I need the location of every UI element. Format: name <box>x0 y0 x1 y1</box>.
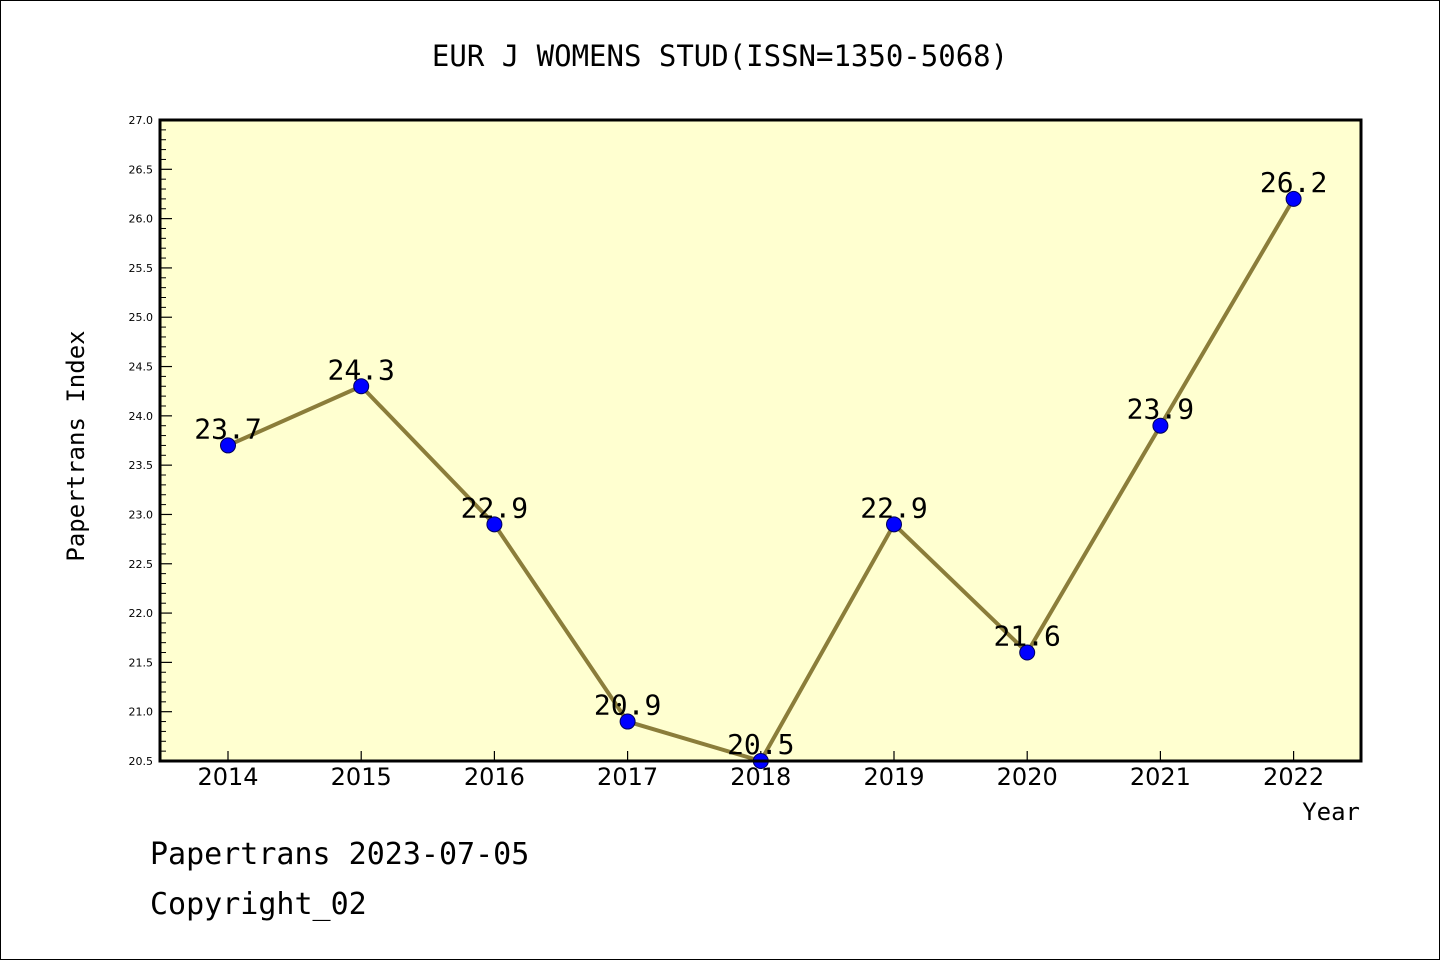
y-tick-label: 25.5 <box>129 262 154 275</box>
y-tick-label: 24.0 <box>129 410 154 423</box>
x-tick-label: 2019 <box>863 763 924 791</box>
y-tick-label: 22.5 <box>129 558 154 571</box>
y-tick-label: 21.0 <box>129 706 154 719</box>
data-label: 22.9 <box>860 491 927 524</box>
data-point <box>1285 190 1302 207</box>
data-label: 23.7 <box>194 412 261 445</box>
x-tick-label: 2017 <box>597 763 658 791</box>
data-point <box>220 437 236 454</box>
data-label: 22.9 <box>461 491 528 524</box>
x-tick-label: 2016 <box>464 763 525 791</box>
data-label: 20.9 <box>594 689 661 722</box>
data-labels: 23.7 24.3 22.9 20.9 20.5 22.9 21.6 23.9 26.2 <box>194 166 1327 761</box>
data-point <box>1019 644 1036 661</box>
y-tick-label: 23.5 <box>129 459 154 472</box>
y-tick-label: 27.0 <box>129 114 154 127</box>
y-axis-ticks: 20.5 21.0 21.5 22.0 22.5 23.0 23.5 24.0 24.5 25.0… <box>129 114 172 768</box>
y-tick-label: 23.0 <box>129 508 154 521</box>
x-tick-label: 2021 <box>1130 763 1191 791</box>
data-point <box>486 516 503 533</box>
footer-copyright: Copyright_02 <box>150 887 367 922</box>
chart-title: EUR J WOMENS STUD(ISSN=1350-5068) <box>432 39 1008 73</box>
data-point <box>886 516 902 533</box>
y-tick-label: 20.5 <box>129 755 154 768</box>
x-tick-label: 2015 <box>331 763 392 791</box>
x-axis-label: Year <box>1302 798 1360 826</box>
x-tick-label: 2014 <box>197 763 258 791</box>
x-tick-label: 2020 <box>997 763 1058 791</box>
y-axis-label: Papertrans Index <box>62 330 90 561</box>
y-tick-label: 24.5 <box>129 361 154 374</box>
plot-area <box>160 120 1361 761</box>
plot-frame <box>158 118 1363 763</box>
x-tick-label: 2022 <box>1263 763 1324 791</box>
data-label: 23.9 <box>1127 393 1194 426</box>
data-label: 20.5 <box>727 728 794 761</box>
y-tick-label: 26.5 <box>129 163 154 176</box>
data-label: 26.2 <box>1260 166 1327 199</box>
data-label: 21.6 <box>993 620 1060 653</box>
y-tick-label: 21.5 <box>129 656 154 669</box>
data-points <box>220 190 1302 769</box>
y-tick-label: 26.0 <box>129 213 154 226</box>
y-tick-label: 22.0 <box>129 607 154 620</box>
data-point <box>1152 417 1169 434</box>
data-point <box>619 713 636 730</box>
x-axis-ticks: 2014 2015 2016 2017 2018 2019 2020 2021 2022 <box>197 751 1324 791</box>
y-tick-label: 25.0 <box>129 311 154 324</box>
data-point <box>353 378 370 395</box>
data-label: 24.3 <box>327 353 394 386</box>
footer-date: Papertrans 2023-07-05 <box>150 837 529 872</box>
